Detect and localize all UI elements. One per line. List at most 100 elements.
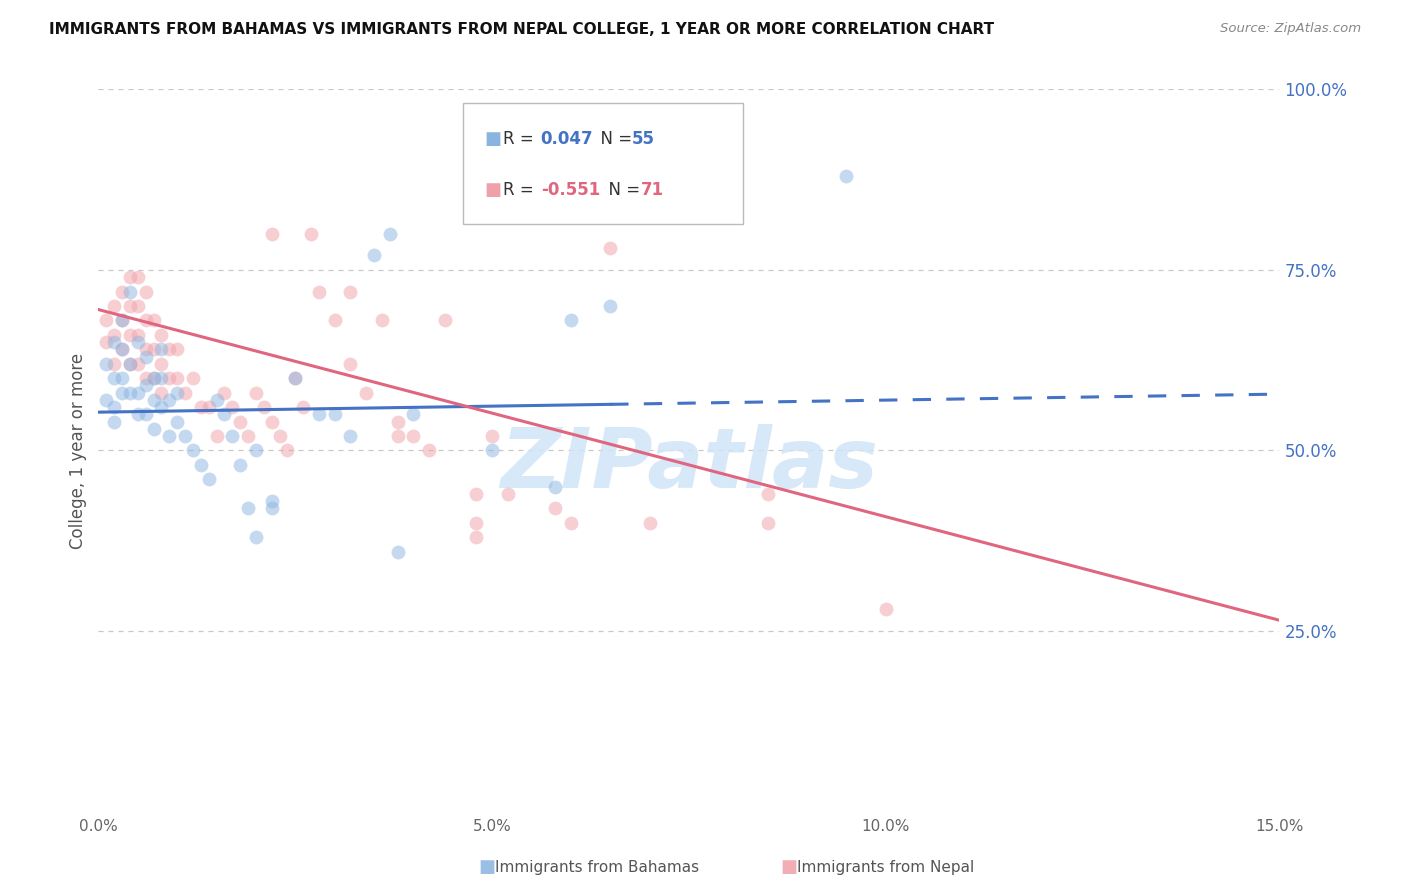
Point [103, 400, 125, 414]
Point [339, 357, 361, 371]
Point [127, 334, 149, 349]
Point [150, 371, 173, 385]
Point [142, 313, 165, 327]
Point [127, 327, 149, 342]
Point [387, 415, 409, 429]
Text: R =: R = [503, 181, 538, 199]
Point [135, 285, 157, 299]
Point [127, 385, 149, 400]
Point [103, 415, 125, 429]
Point [481, 443, 503, 458]
Point [135, 350, 157, 364]
Point [135, 371, 157, 385]
Point [544, 480, 567, 494]
Point [111, 313, 134, 327]
Point [142, 422, 165, 436]
Point [229, 458, 252, 472]
Point [402, 429, 425, 443]
Point [496, 487, 519, 501]
Text: N =: N = [599, 181, 645, 199]
Point [269, 429, 291, 443]
Text: Immigrants from Bahamas: Immigrants from Bahamas [495, 860, 699, 874]
Point [363, 248, 385, 262]
Point [103, 371, 125, 385]
Point [638, 516, 661, 530]
Point [339, 285, 361, 299]
Point [150, 357, 173, 371]
Point [127, 357, 149, 371]
Point [245, 385, 267, 400]
Point [339, 429, 361, 443]
Point [245, 443, 267, 458]
Point [157, 429, 180, 443]
Point [197, 400, 219, 414]
Point [127, 270, 149, 285]
Point [118, 285, 141, 299]
Point [135, 378, 157, 392]
Point [111, 343, 134, 357]
Text: ■: ■ [780, 858, 797, 876]
Point [323, 313, 346, 327]
Text: 0.047: 0.047 [541, 129, 593, 147]
Point [465, 516, 488, 530]
Point [433, 313, 456, 327]
Point [118, 357, 141, 371]
Point [118, 299, 141, 313]
Point [150, 385, 173, 400]
Point [150, 327, 173, 342]
Point [253, 400, 276, 414]
Point [387, 429, 409, 443]
Point [402, 407, 425, 421]
Point [190, 400, 212, 414]
Point [96, 313, 118, 327]
Point [378, 227, 401, 241]
Point [276, 443, 298, 458]
Text: ■: ■ [485, 181, 502, 199]
Point [142, 343, 165, 357]
Point [96, 392, 118, 407]
Point [197, 472, 219, 486]
Point [111, 385, 134, 400]
Point [150, 400, 173, 414]
Point [544, 501, 567, 516]
Point [142, 371, 165, 385]
Point [260, 494, 283, 508]
Point [205, 392, 228, 407]
Text: R =: R = [503, 129, 538, 147]
Point [118, 270, 141, 285]
Point [166, 371, 188, 385]
Point [214, 385, 236, 400]
Point [157, 371, 180, 385]
Text: Immigrants from Nepal: Immigrants from Nepal [797, 860, 974, 874]
Point [135, 343, 157, 357]
Point [118, 357, 141, 371]
Y-axis label: College, 1 year or more: College, 1 year or more [69, 352, 87, 549]
Point [150, 343, 173, 357]
Point [127, 299, 149, 313]
Text: ■: ■ [485, 129, 502, 147]
Point [103, 299, 125, 313]
Point [308, 285, 330, 299]
Point [135, 407, 157, 421]
Point [96, 357, 118, 371]
Point [157, 343, 180, 357]
Point [260, 501, 283, 516]
Point [835, 169, 858, 183]
Point [599, 241, 621, 255]
Point [118, 327, 141, 342]
Point [323, 407, 346, 421]
Point [284, 371, 307, 385]
Point [181, 371, 204, 385]
Point [118, 385, 141, 400]
Point [174, 385, 197, 400]
Point [111, 343, 134, 357]
Text: ■: ■ [478, 858, 495, 876]
Point [127, 407, 149, 421]
Point [465, 487, 488, 501]
Point [387, 544, 409, 558]
Point [166, 415, 188, 429]
Point [221, 400, 243, 414]
Point [371, 313, 394, 327]
Point [103, 357, 125, 371]
Point [599, 299, 621, 313]
